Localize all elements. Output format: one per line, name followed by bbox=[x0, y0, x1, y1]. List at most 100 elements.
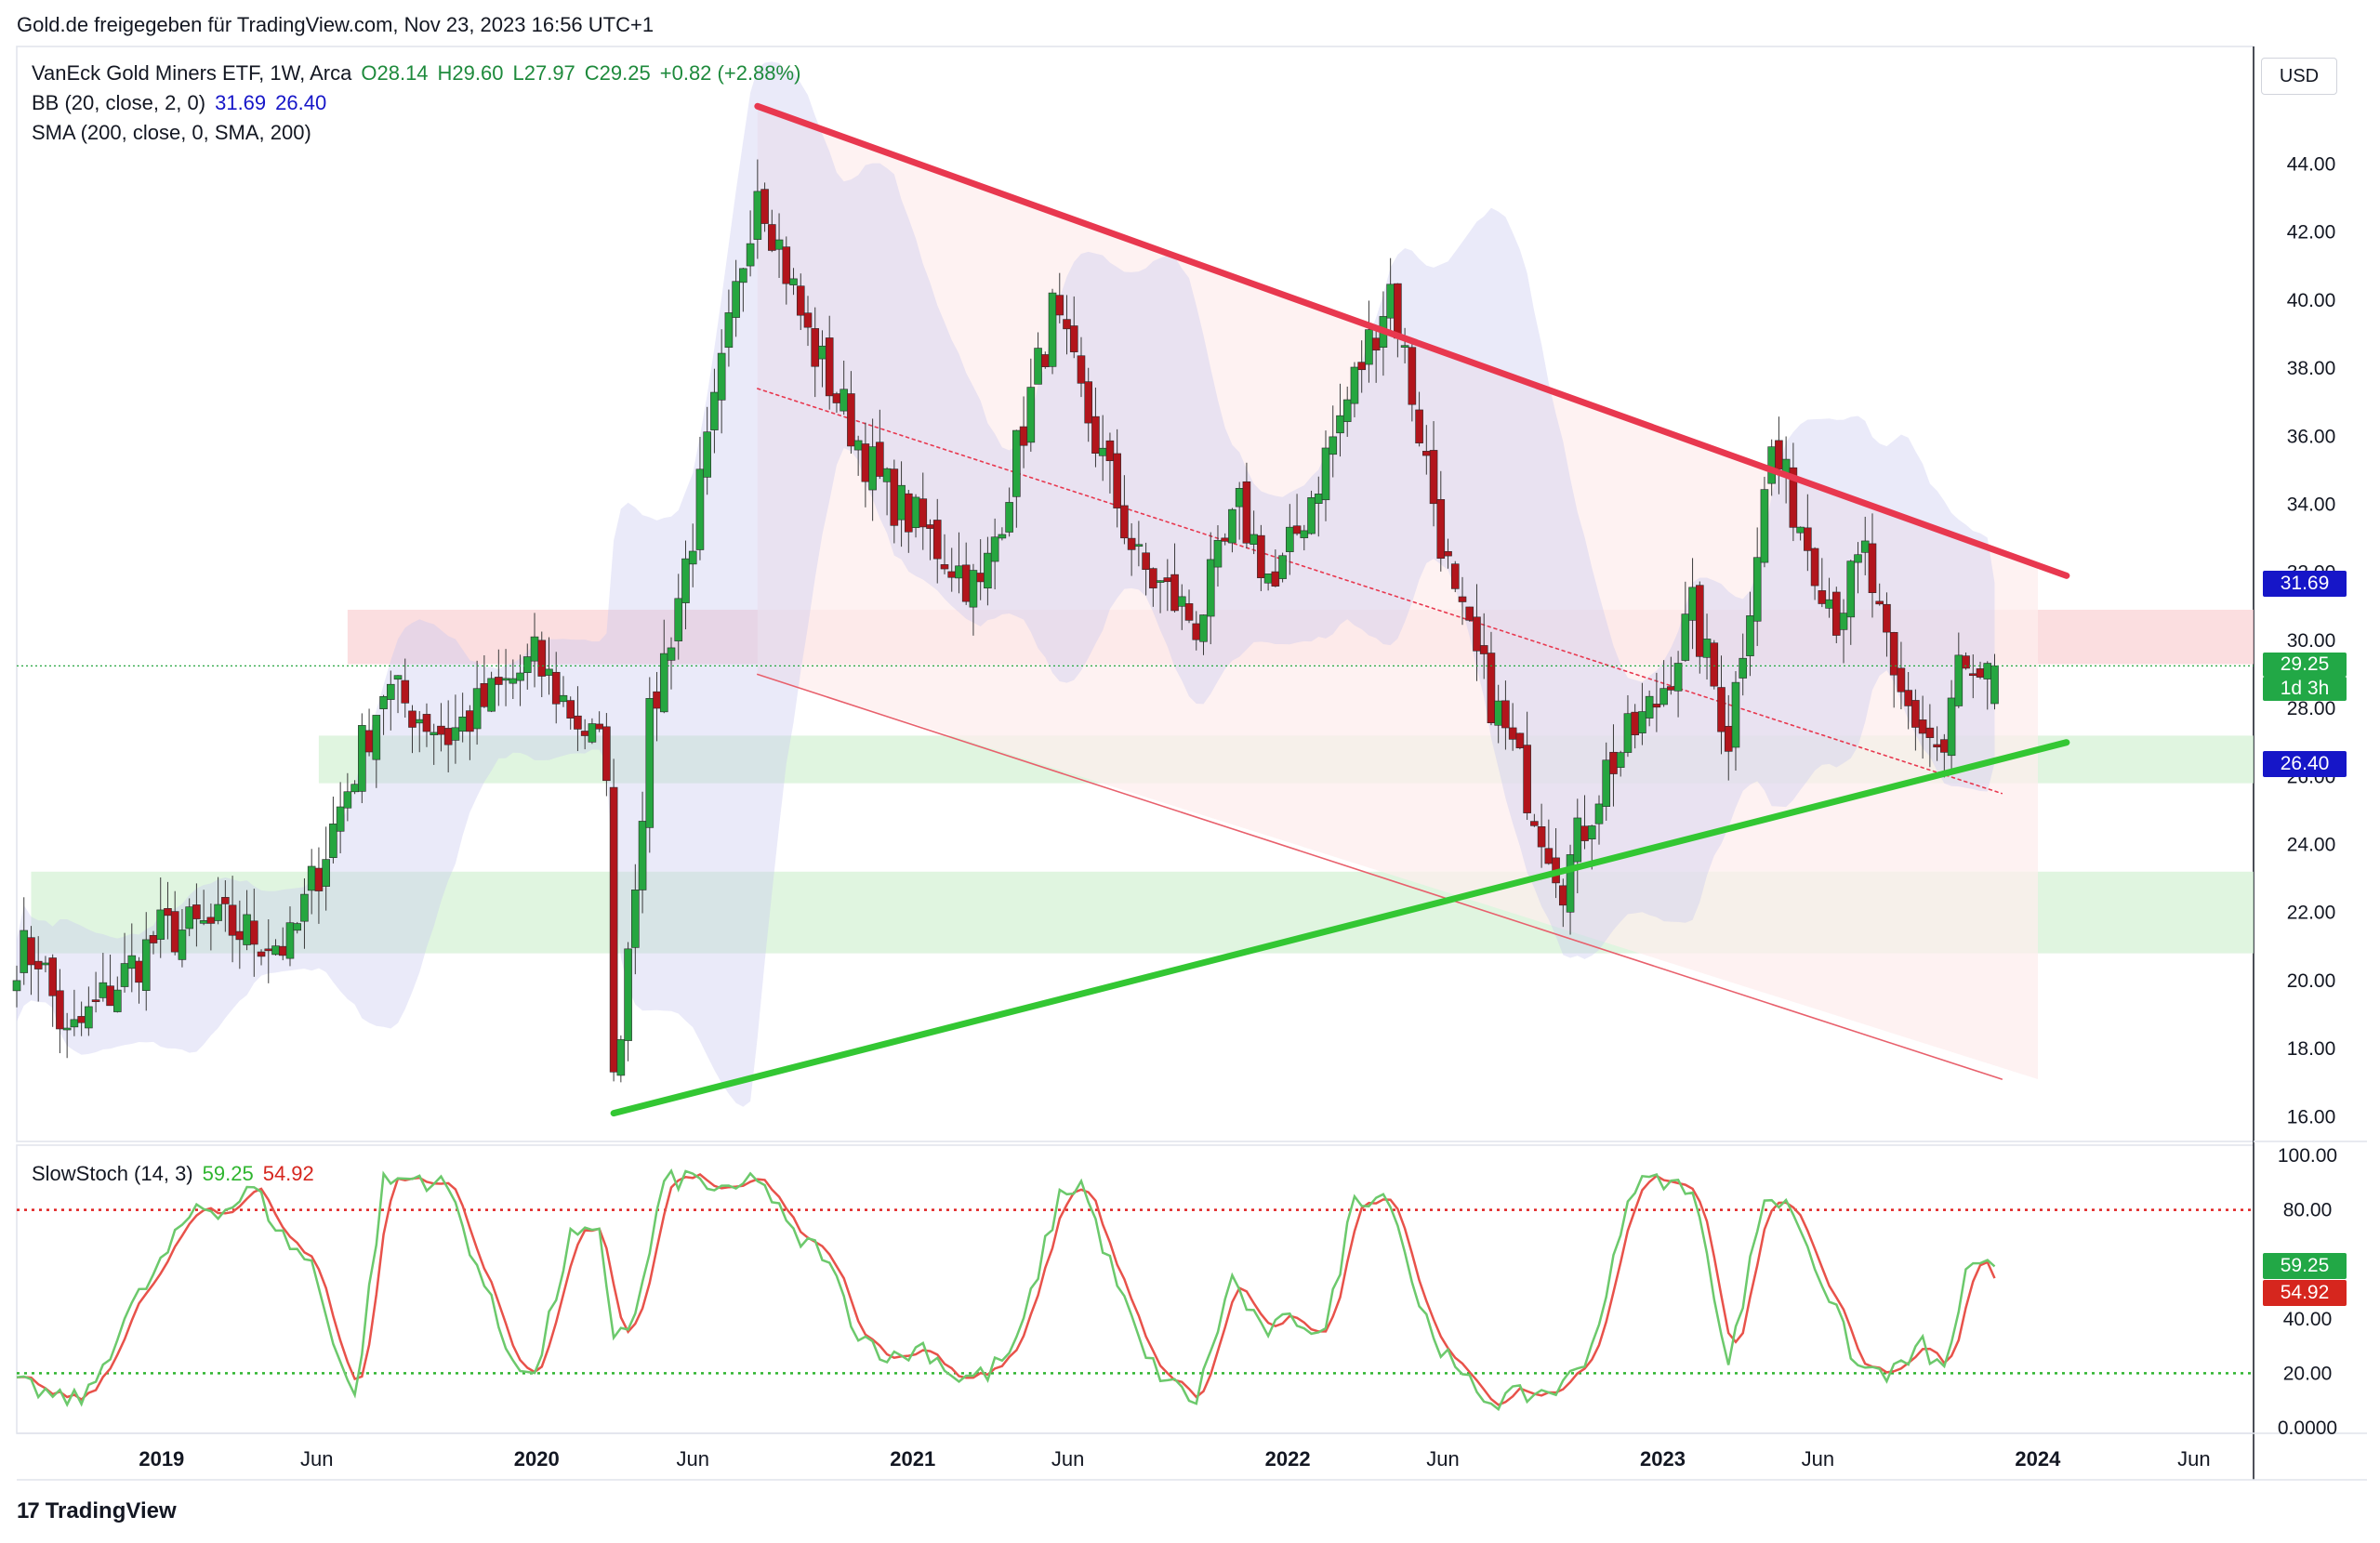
candle bbox=[739, 268, 747, 284]
channel-mid-line bbox=[757, 388, 2003, 795]
candle bbox=[271, 945, 280, 956]
bb-label[interactable]: BB (20, close, 2, 0) bbox=[32, 91, 206, 114]
stoch-k-badge: 59.25 bbox=[2263, 1253, 2347, 1279]
stoch-k-line bbox=[16, 1167, 1996, 1412]
candle bbox=[1063, 319, 1071, 330]
candle bbox=[85, 1006, 93, 1029]
candle bbox=[1831, 591, 1841, 636]
time-tick-label: Jun bbox=[2177, 1447, 2210, 1470]
tradingview-brand[interactable]: 17 TradingView bbox=[17, 1498, 177, 1524]
candle bbox=[1631, 711, 1639, 735]
candle bbox=[1098, 447, 1107, 456]
candle bbox=[1724, 725, 1733, 752]
candle bbox=[1818, 590, 1827, 604]
candle bbox=[1473, 616, 1481, 652]
candle bbox=[537, 640, 547, 677]
candle bbox=[609, 786, 618, 1073]
candle bbox=[1494, 700, 1502, 726]
stoch-tick-label: 20.00 bbox=[2283, 1363, 2333, 1384]
candle bbox=[1940, 739, 1949, 753]
candle bbox=[1566, 854, 1575, 913]
candle bbox=[314, 867, 324, 891]
candle bbox=[1278, 555, 1287, 579]
chart-caption: Gold.de freigegeben für TradingView.com,… bbox=[17, 13, 654, 36]
candle bbox=[1040, 354, 1050, 367]
candle bbox=[688, 550, 697, 565]
candle bbox=[285, 922, 295, 959]
candle bbox=[1450, 563, 1460, 589]
candle bbox=[853, 440, 863, 451]
candle bbox=[1789, 467, 1798, 528]
candle bbox=[41, 962, 50, 966]
candle bbox=[1559, 885, 1567, 906]
sma-label[interactable]: SMA (200, close, 0, SMA, 200) bbox=[32, 121, 311, 144]
candle bbox=[141, 939, 151, 991]
candle bbox=[832, 393, 841, 403]
candles bbox=[12, 159, 1999, 1083]
candle bbox=[1739, 657, 1748, 679]
candle bbox=[1120, 505, 1129, 539]
candle bbox=[480, 683, 489, 707]
candle bbox=[358, 725, 366, 792]
sma-legend: SMA (200, close, 0, SMA, 200) bbox=[32, 121, 321, 145]
time-tick-label: 2020 bbox=[514, 1447, 560, 1470]
candle bbox=[99, 982, 108, 998]
time-tick-label: 2023 bbox=[1640, 1447, 1686, 1470]
price-tick-label: 22.00 bbox=[2287, 903, 2336, 924]
candle bbox=[178, 930, 187, 960]
candle bbox=[1602, 759, 1611, 807]
candle bbox=[170, 911, 179, 953]
bb-upper-badge: 31.69 bbox=[2263, 571, 2347, 597]
tradingview-logo-icon: 17 bbox=[17, 1498, 40, 1523]
candle bbox=[1192, 623, 1201, 640]
candle bbox=[1804, 527, 1812, 551]
candle bbox=[278, 945, 287, 956]
candle bbox=[1501, 700, 1510, 729]
candle bbox=[703, 431, 711, 478]
time-tick-label: 2019 bbox=[139, 1447, 184, 1470]
candle bbox=[840, 389, 848, 412]
candle bbox=[732, 281, 740, 318]
candle bbox=[466, 710, 474, 732]
candle bbox=[530, 636, 539, 662]
candle bbox=[1530, 821, 1539, 826]
time-tick-label: Jun bbox=[1426, 1447, 1459, 1470]
candle bbox=[1444, 550, 1452, 557]
candle bbox=[753, 191, 762, 240]
price-tick-label: 40.00 bbox=[2287, 290, 2336, 311]
candle bbox=[1300, 530, 1309, 538]
stoch-d-line bbox=[16, 1173, 1996, 1406]
candle bbox=[1933, 744, 1941, 748]
candle bbox=[199, 920, 208, 924]
candle bbox=[1242, 481, 1251, 544]
currency-button[interactable]: USD bbox=[2261, 58, 2337, 95]
candle bbox=[710, 391, 719, 430]
candle bbox=[33, 960, 43, 969]
candle bbox=[1177, 596, 1186, 607]
candle bbox=[501, 678, 510, 681]
candle bbox=[393, 675, 403, 680]
candle bbox=[1091, 415, 1100, 455]
time-tick-label: Jun bbox=[300, 1447, 333, 1470]
candle bbox=[401, 679, 410, 704]
candle bbox=[1688, 587, 1697, 621]
candle bbox=[1752, 557, 1762, 622]
candle bbox=[1537, 826, 1546, 848]
candle bbox=[1839, 613, 1848, 630]
stoch-tick-label: 100.00 bbox=[2278, 1145, 2337, 1167]
price-tick-label: 16.00 bbox=[2287, 1106, 2336, 1128]
candle bbox=[1400, 345, 1409, 348]
stoch-k-value: 59.25 bbox=[202, 1162, 254, 1185]
candle bbox=[1465, 606, 1474, 621]
symbol-name[interactable]: VanEck Gold Miners ETF, 1W, Arca bbox=[32, 61, 352, 85]
candle bbox=[243, 914, 251, 945]
candle bbox=[976, 573, 985, 583]
candle bbox=[1055, 295, 1064, 316]
candle bbox=[164, 908, 172, 917]
stoch-label[interactable]: SlowStoch (14, 3) bbox=[32, 1162, 193, 1185]
price-tick-label: 18.00 bbox=[2287, 1038, 2336, 1060]
candle bbox=[386, 683, 395, 700]
candle bbox=[1883, 603, 1891, 633]
candle bbox=[422, 714, 431, 732]
